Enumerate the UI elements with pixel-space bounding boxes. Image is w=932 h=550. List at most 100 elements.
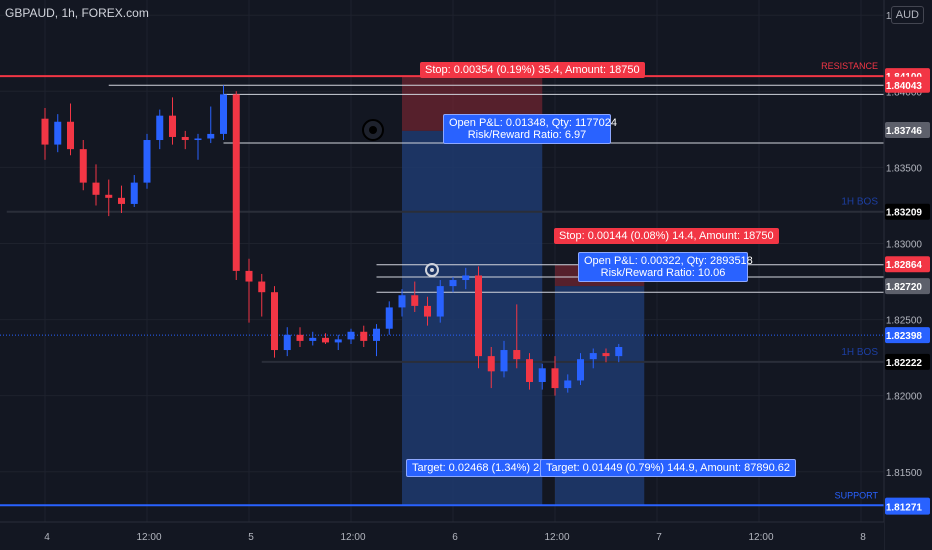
price-label-box xyxy=(885,203,930,220)
candle[interactable] xyxy=(207,106,215,144)
candle[interactable] xyxy=(169,97,176,145)
x-tick-label: 12:00 xyxy=(136,532,161,543)
candle[interactable] xyxy=(475,266,482,369)
candle[interactable] xyxy=(462,267,470,290)
y-tick-label: 1.82000 xyxy=(886,392,923,403)
candle-body xyxy=(118,197,125,204)
candle-body xyxy=(551,368,559,389)
candle[interactable] xyxy=(296,327,304,347)
target-icon[interactable] xyxy=(425,263,439,277)
price-label-box xyxy=(885,353,930,370)
position-1-target-zone[interactable] xyxy=(402,130,543,506)
candle[interactable] xyxy=(334,334,342,351)
price-label[interactable]: 1.82720 xyxy=(885,278,930,295)
candle-body xyxy=(54,121,62,145)
price-label[interactable]: 1.84043 xyxy=(885,76,930,93)
pnl-label-1[interactable]: Open P&L: 0.01348, Qty: 1177024 Risk/Rew… xyxy=(443,114,617,144)
candle[interactable] xyxy=(500,340,508,378)
candle[interactable] xyxy=(322,333,329,344)
candle-body xyxy=(513,350,521,360)
price-label[interactable]: 1.82864 xyxy=(885,256,930,273)
candle-body xyxy=(156,115,164,141)
candle[interactable] xyxy=(130,175,138,207)
candle-body xyxy=(360,331,368,341)
currency-badge[interactable]: AUD xyxy=(890,6,924,24)
candle[interactable] xyxy=(143,133,151,189)
candle[interactable] xyxy=(360,325,368,347)
candle-body xyxy=(322,337,329,343)
candle-body xyxy=(526,359,533,382)
candle[interactable] xyxy=(526,353,533,390)
candle[interactable] xyxy=(615,343,623,363)
target-label-2[interactable]: Target: 0.01449 (0.79%) 144.9, Amount: 8… xyxy=(540,459,797,477)
candle-body xyxy=(487,356,495,372)
stop-label-2[interactable]: Stop: 0.00144 (0.08%) 14.4, Amount: 1875… xyxy=(554,228,779,244)
price-label-text: 1.81271 xyxy=(886,503,923,514)
candle[interactable] xyxy=(54,114,62,153)
candle[interactable] xyxy=(41,108,49,160)
candle[interactable] xyxy=(79,140,87,191)
price-label-box xyxy=(885,327,930,344)
pnl-label-2-line2: Risk/Reward Ratio: 10.06 xyxy=(600,267,726,279)
price-label[interactable]: 1.81271 xyxy=(885,498,930,515)
candle[interactable] xyxy=(589,348,597,369)
candle-body xyxy=(67,121,74,150)
bos-1h-upper-label: 1H BOS xyxy=(841,197,878,208)
eye-icon[interactable] xyxy=(362,119,384,141)
candle[interactable] xyxy=(283,327,291,357)
candle[interactable] xyxy=(513,304,521,369)
candle[interactable] xyxy=(564,374,572,393)
candle-body xyxy=(130,182,138,204)
candle-body xyxy=(105,194,113,198)
candle[interactable] xyxy=(181,130,189,150)
candle-body xyxy=(449,280,457,287)
candle[interactable] xyxy=(411,281,419,312)
candle[interactable] xyxy=(220,85,227,141)
candle[interactable] xyxy=(118,185,125,214)
price-label[interactable]: 1.83746 xyxy=(885,121,930,138)
price-label[interactable]: 1.82398 xyxy=(885,327,930,344)
candle[interactable] xyxy=(194,133,202,160)
candle[interactable] xyxy=(271,286,278,358)
candle[interactable] xyxy=(487,346,495,389)
price-label-text: 1.82864 xyxy=(886,260,923,271)
candle[interactable] xyxy=(232,91,240,281)
candle[interactable] xyxy=(347,328,355,344)
time-axis-bg xyxy=(0,522,884,550)
time-axis[interactable]: 4 12:00 5 12:00 6 12:00 7 12:00 8 xyxy=(0,521,884,550)
pnl-label-1-line2: Risk/Reward Ratio: 6.97 xyxy=(467,129,587,141)
target-label-1[interactable]: Target: 0.02468 (1.34%) 24 xyxy=(406,459,546,477)
candle[interactable] xyxy=(436,280,444,323)
candle[interactable] xyxy=(67,103,74,156)
price-axis[interactable]: 1.845001.840001.835001.830001.825001.820… xyxy=(883,0,932,550)
x-tick-label: 12:00 xyxy=(340,532,365,543)
candle-body xyxy=(309,337,317,341)
candle[interactable] xyxy=(373,324,380,357)
candle[interactable] xyxy=(385,301,393,335)
candle-body xyxy=(169,115,176,137)
candle[interactable] xyxy=(245,258,253,323)
stop-label-1[interactable]: Stop: 0.00354 (0.19%) 35.4, Amount: 1875… xyxy=(420,62,645,78)
candle[interactable] xyxy=(424,296,431,326)
candle[interactable] xyxy=(398,289,406,317)
candle-body xyxy=(462,275,470,281)
candle[interactable] xyxy=(551,356,559,396)
candle[interactable] xyxy=(309,331,317,346)
x-tick-label: 6 xyxy=(452,532,458,543)
candle[interactable] xyxy=(156,109,164,150)
candles[interactable] xyxy=(41,85,623,396)
candle[interactable] xyxy=(538,363,546,390)
candle[interactable] xyxy=(449,276,457,293)
candle-body xyxy=(615,346,623,357)
price-label[interactable]: 1.82222 xyxy=(885,353,930,370)
candle[interactable] xyxy=(602,348,610,363)
candle-body xyxy=(92,182,100,195)
candle[interactable] xyxy=(105,179,113,217)
candle[interactable] xyxy=(258,273,266,317)
symbol-title[interactable]: GBPAUD, 1h, FOREX.com xyxy=(5,6,149,20)
candle[interactable] xyxy=(577,353,584,386)
bos-1h-lower-label: 1H BOS xyxy=(841,347,878,358)
candle[interactable] xyxy=(92,164,100,206)
price-label[interactable]: 1.83209 xyxy=(885,203,930,220)
pnl-label-2[interactable]: Open P&L: 0.00322, Qty: 2893518 Risk/Rew… xyxy=(578,252,753,282)
